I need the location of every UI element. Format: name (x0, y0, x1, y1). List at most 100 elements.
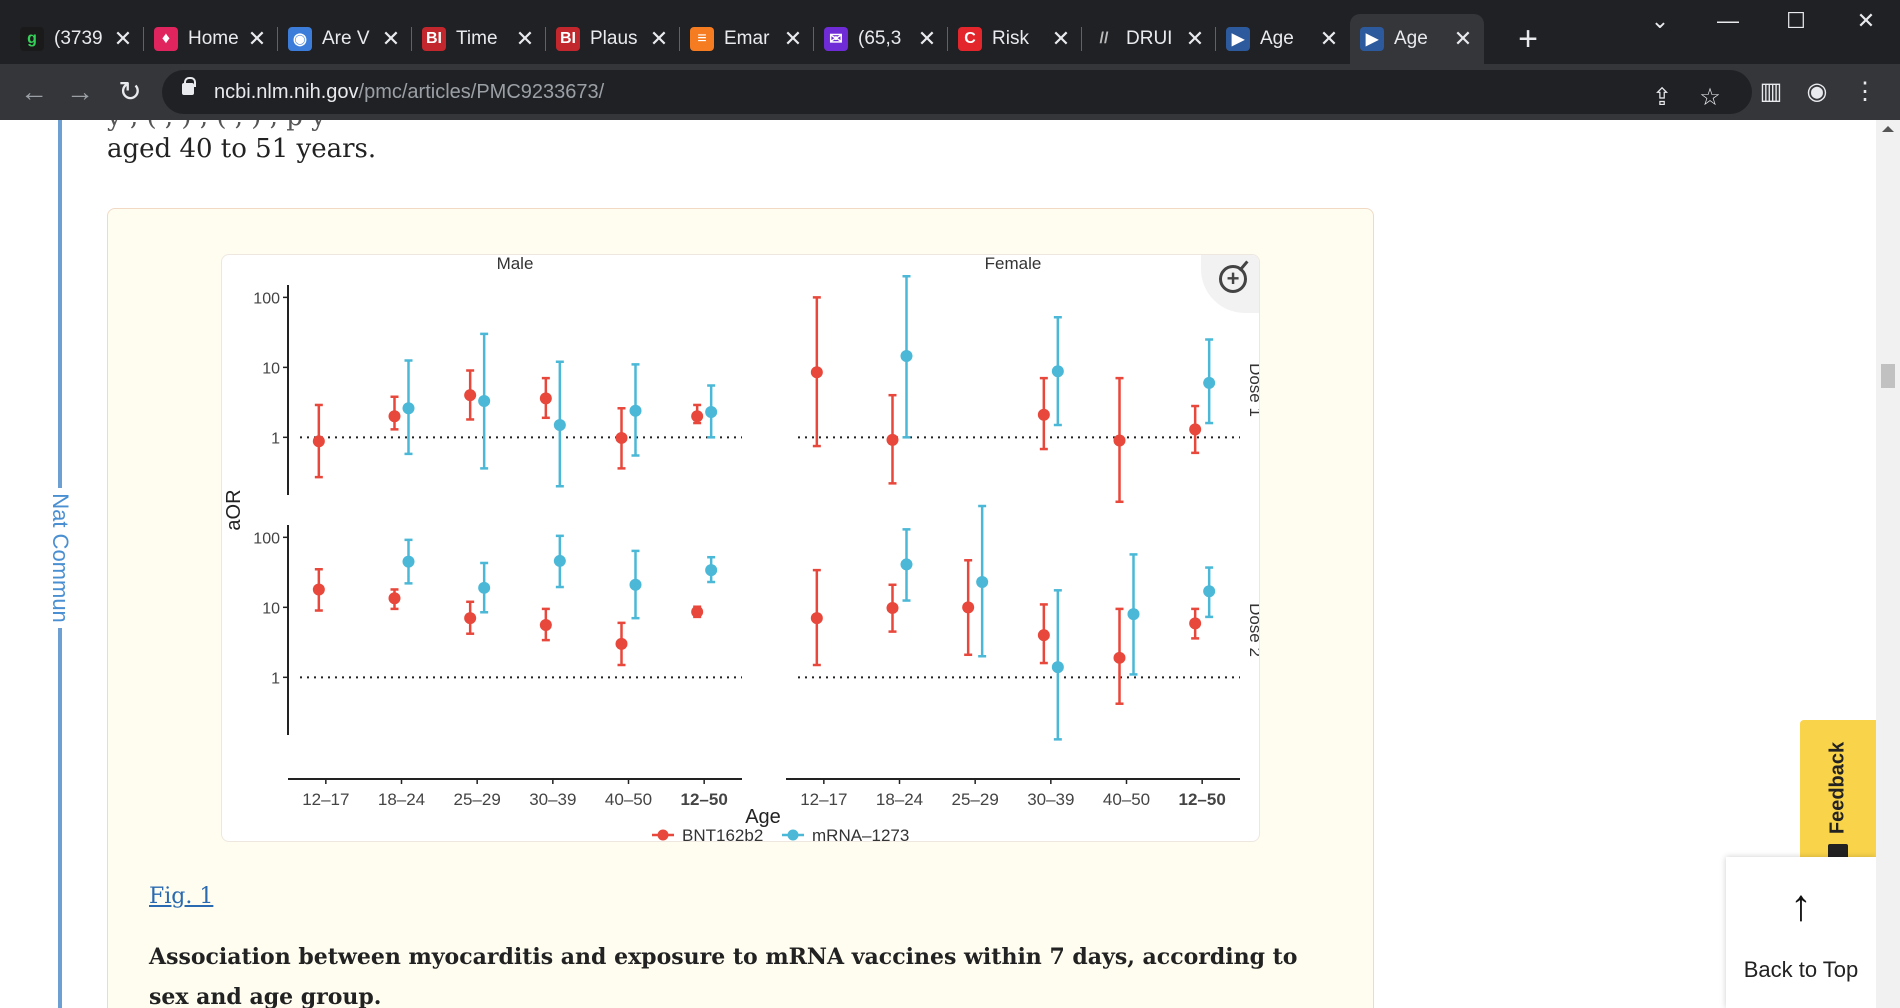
x-tick-label: 12–50 (1179, 790, 1226, 809)
data-point (312, 583, 325, 596)
maximize-button[interactable]: ☐ (1786, 8, 1806, 33)
data-point (402, 402, 415, 415)
data-point (388, 410, 401, 423)
browser-tab[interactable]: BI Time ✕ (412, 14, 546, 64)
x-tick-label: 30–39 (1027, 790, 1074, 809)
bookmark-star-icon[interactable]: ☆ (1699, 84, 1721, 111)
data-point (705, 564, 718, 577)
data-point (553, 419, 566, 431)
tab-favicon-icon: ≡ (690, 27, 714, 51)
data-point (478, 581, 491, 594)
tab-separator (1215, 27, 1216, 51)
data-point (900, 350, 913, 363)
facet-label-dose-2: Dose 2 (1246, 603, 1260, 657)
browser-tab[interactable]: ✉ (65,3 ✕ (814, 14, 948, 64)
browser-tab[interactable]: g (3739 ✕ (10, 14, 144, 64)
tab-close-icon[interactable]: ✕ (649, 26, 669, 51)
tab-separator (679, 27, 680, 51)
back-button[interactable]: ← (20, 76, 48, 107)
profile-icon[interactable]: ◉ (1806, 78, 1828, 105)
tab-close-icon[interactable]: ✕ (381, 26, 401, 51)
reload-button[interactable]: ↻ (118, 76, 142, 107)
data-point (478, 395, 491, 408)
tab-favicon-icon: ✉ (824, 27, 848, 51)
data-point (810, 366, 823, 379)
tab-close-icon[interactable]: ✕ (113, 26, 133, 51)
browser-tab[interactable]: ▶ Age ✕ (1350, 14, 1484, 64)
scroll-thumb[interactable] (1881, 364, 1895, 388)
x-tick-label: 40–50 (605, 790, 652, 809)
x-axis-title: Age (745, 806, 781, 828)
browser-tab[interactable]: ≡ Emar ✕ (680, 14, 814, 64)
journal-label[interactable]: Nat Commun (36, 488, 84, 628)
y-axis-title: aOR (223, 489, 245, 530)
tab-favicon-icon: C (958, 27, 982, 51)
data-point (402, 555, 415, 568)
tab-separator (947, 27, 948, 51)
browser-tab[interactable]: C Risk ✕ (948, 14, 1082, 64)
tab-separator (1081, 27, 1082, 51)
forward-button[interactable]: → (66, 76, 94, 107)
facet-label-male: Male (497, 255, 534, 273)
x-tick-label: 12–17 (302, 790, 349, 809)
data-point (1051, 661, 1064, 674)
tab-title: Age (1260, 28, 1294, 49)
data-point (1189, 423, 1202, 436)
scroll-up-arrow-icon[interactable] (1882, 126, 1894, 132)
back-to-top-button[interactable]: ↑ Back to Top (1726, 857, 1876, 1008)
x-tick-label: 30–39 (529, 790, 576, 809)
tab-title: (3739 (54, 28, 103, 49)
tab-favicon-icon: g (20, 27, 44, 51)
page-scrollbar[interactable] (1876, 120, 1900, 1008)
lock-icon[interactable] (182, 77, 196, 95)
tab-close-icon[interactable]: ✕ (1453, 26, 1473, 51)
legend-label: BNT162b2 (682, 826, 763, 842)
data-point (1203, 585, 1216, 598)
tab-title: DRUI (1126, 28, 1173, 49)
tab-close-icon[interactable]: ✕ (783, 26, 803, 51)
browser-tab[interactable]: ▶ Age ✕ (1216, 14, 1350, 64)
feedback-button[interactable]: Feedback (1800, 720, 1876, 884)
menu-kebab-icon[interactable]: ⋮ (1853, 78, 1877, 105)
browser-tab[interactable]: BI Plaus ✕ (546, 14, 680, 64)
tab-search-icon[interactable]: ⌄ (1650, 8, 1670, 33)
tab-close-icon[interactable]: ✕ (247, 26, 267, 51)
tab-close-icon[interactable]: ✕ (917, 26, 937, 51)
browser-tab[interactable]: ◉ Are V ✕ (278, 14, 412, 64)
tab-close-icon[interactable]: ✕ (1185, 26, 1205, 51)
data-point (615, 637, 628, 650)
share-icon[interactable]: ⇪ (1651, 84, 1673, 111)
figure-image[interactable]: Male Female Dose 1 Dose 2 1 10 100 1 10 100 12–17 1… (221, 254, 1260, 842)
data-point (1203, 376, 1216, 389)
x-tick-label: 12–50 (681, 790, 728, 809)
tab-favicon-icon: ♦ (154, 27, 178, 51)
minimize-button[interactable]: — (1717, 8, 1739, 33)
new-tab-button[interactable]: + (1518, 20, 1538, 58)
browser-tab[interactable]: // DRUI ✕ (1082, 14, 1216, 64)
tab-close-icon[interactable]: ✕ (515, 26, 535, 51)
tab-close-icon[interactable]: ✕ (1051, 26, 1071, 51)
y-tick-label: 100 (253, 290, 280, 307)
close-window-button[interactable]: ✕ (1856, 8, 1876, 33)
zoom-in-icon: + (1219, 265, 1247, 293)
browser-toolbar: ← → ↻ ncbi.nlm.nih.gov/pmc/articles/PMC9… (0, 64, 1900, 120)
side-panel-icon[interactable]: ▥ (1759, 78, 1783, 105)
facet-label-dose-1: Dose 1 (1246, 363, 1260, 417)
data-point (312, 435, 325, 448)
article-page: Nat Commun y , ( , ) , ( , ) , p y aged … (0, 120, 1900, 1008)
tab-favicon-icon: ▶ (1360, 27, 1384, 51)
data-point (886, 601, 899, 614)
partial-text-line: y , ( , ) , ( , ) , p y (107, 120, 326, 132)
data-point (615, 431, 628, 444)
url-text: ncbi.nlm.nih.gov/pmc/articles/PMC9233673… (214, 81, 604, 104)
data-point (553, 554, 566, 567)
figure-caption: Association between myocarditis and expo… (149, 944, 1298, 1008)
data-point (1113, 434, 1126, 447)
tab-separator (813, 27, 814, 51)
x-tick-label: 25–29 (952, 790, 999, 809)
figure-link[interactable]: Fig. 1 (149, 884, 214, 909)
browser-tab[interactable]: ♦ Home ✕ (144, 14, 278, 64)
figure-container: Male Female Dose 1 Dose 2 1 10 100 1 10 100 12–17 1… (107, 208, 1374, 1008)
address-bar[interactable]: ncbi.nlm.nih.gov/pmc/articles/PMC9233673… (162, 70, 1752, 114)
tab-close-icon[interactable]: ✕ (1319, 26, 1339, 51)
